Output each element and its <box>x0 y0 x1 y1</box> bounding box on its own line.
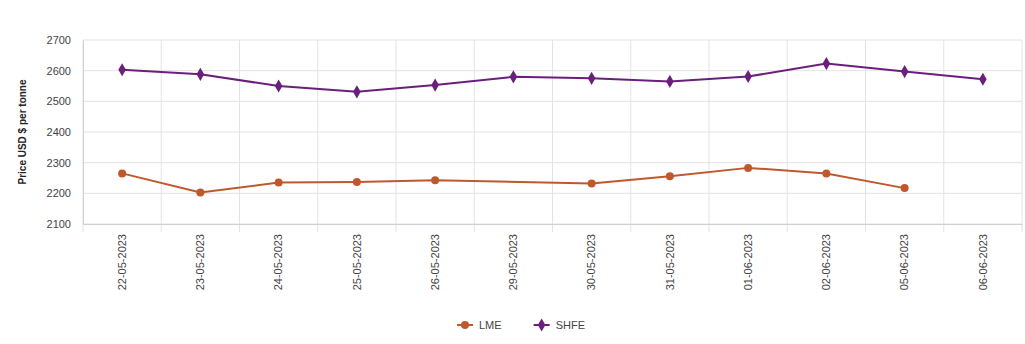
grid-line-x <box>552 40 553 232</box>
plot-area <box>118 57 987 196</box>
y-tick: 2400 <box>47 126 83 138</box>
grid-line-x <box>630 40 631 232</box>
grid <box>83 40 1022 232</box>
point <box>431 79 439 92</box>
x-tick-label: 29-05-2023 <box>507 234 519 290</box>
y-tick-label: 2100 <box>47 218 71 230</box>
point <box>822 169 830 177</box>
grid-line-x <box>709 40 710 232</box>
x-tick: 06-06-2023 <box>977 224 989 290</box>
x-tick-label: 01-06-2023 <box>742 234 754 290</box>
y-axis-title: Price USD $ per tonne <box>17 79 28 184</box>
x-tick: 01-06-2023 <box>742 224 754 290</box>
y-tick: 2100 <box>47 218 83 230</box>
x-tick-label: 02-06-2023 <box>820 234 832 290</box>
point <box>901 184 909 192</box>
grid-line-x <box>161 40 162 232</box>
y-tick: 2600 <box>47 65 83 77</box>
point <box>588 180 596 188</box>
y-axis-line <box>83 41 84 225</box>
x-tick: 02-06-2023 <box>820 224 832 290</box>
x-axis-line <box>84 224 1023 225</box>
x-tick: 23-05-2023 <box>194 224 206 290</box>
y-tick: 2700 <box>47 34 83 46</box>
y-tick-label: 2300 <box>47 157 71 169</box>
grid-line-x <box>787 40 788 232</box>
grid-line-x <box>239 40 240 232</box>
legend-item: SHFE <box>534 318 585 331</box>
x-tick-label: 26-05-2023 <box>429 234 441 290</box>
point <box>588 72 596 85</box>
x-tick-label: 31-05-2023 <box>664 234 676 290</box>
y-tick: 2200 <box>47 187 83 199</box>
grid-line-x <box>317 40 318 232</box>
x-tick-label: 23-05-2023 <box>194 234 206 290</box>
y-tick-label: 2400 <box>47 126 71 138</box>
legend-label: LME <box>479 319 502 331</box>
x-tick: 24-05-2023 <box>272 224 284 290</box>
grid-line-x <box>474 40 475 232</box>
legend-label: SHFE <box>556 319 585 331</box>
point <box>353 178 361 186</box>
point <box>353 85 361 98</box>
grid-line-x <box>1022 40 1023 232</box>
x-tick: 31-05-2023 <box>664 224 676 290</box>
point <box>118 169 126 177</box>
point <box>979 73 987 86</box>
point <box>196 188 204 196</box>
legend-marker <box>461 321 469 329</box>
x-tick-label: 30-05-2023 <box>585 234 597 290</box>
series-line <box>122 168 905 193</box>
legend: LME SHFE <box>457 318 585 331</box>
y-tick-label: 2700 <box>47 34 71 46</box>
point <box>197 68 205 81</box>
x-tick-label: 24-05-2023 <box>272 234 284 290</box>
chart: 2100 2200 2300 2400 2500 2600 2700 22-05-2023 23… <box>0 0 1025 344</box>
y-axis: 2100 2200 2300 2400 2500 2600 2700 <box>47 34 84 230</box>
grid-line-x <box>865 40 866 232</box>
legend-marker <box>538 318 546 331</box>
y-tick-label: 2200 <box>47 187 71 199</box>
point <box>118 63 126 76</box>
point <box>510 70 518 83</box>
point <box>431 176 439 184</box>
point <box>275 79 283 92</box>
x-tick-label: 22-05-2023 <box>116 234 128 290</box>
x-tick-label: 05-06-2023 <box>898 234 910 290</box>
series-line <box>122 64 983 92</box>
y-tick: 2300 <box>47 157 83 169</box>
point <box>275 179 283 187</box>
x-axis: 22-05-2023 23-05-2023 24-05-2023 25-05-2023… <box>84 224 1023 290</box>
y-tick: 2500 <box>47 95 83 107</box>
point <box>666 172 674 180</box>
x-tick: 30-05-2023 <box>585 224 597 290</box>
x-tick: 22-05-2023 <box>116 224 128 290</box>
grid-line-x <box>396 40 397 232</box>
x-tick: 29-05-2023 <box>507 224 519 290</box>
y-tick-label: 2600 <box>47 65 71 77</box>
legend-item: LME <box>457 319 502 331</box>
grid-line-x <box>83 40 84 232</box>
x-tick: 05-06-2023 <box>898 224 910 290</box>
point <box>823 57 831 70</box>
point <box>744 164 752 172</box>
x-tick-label: 06-06-2023 <box>977 234 989 290</box>
x-tick: 26-05-2023 <box>429 224 441 290</box>
point <box>666 75 674 88</box>
point <box>744 70 752 83</box>
grid-line-x <box>943 40 944 232</box>
x-tick: 25-05-2023 <box>351 224 363 290</box>
point <box>901 65 909 78</box>
y-tick-label: 2500 <box>47 95 71 107</box>
x-tick-label: 25-05-2023 <box>351 234 363 290</box>
